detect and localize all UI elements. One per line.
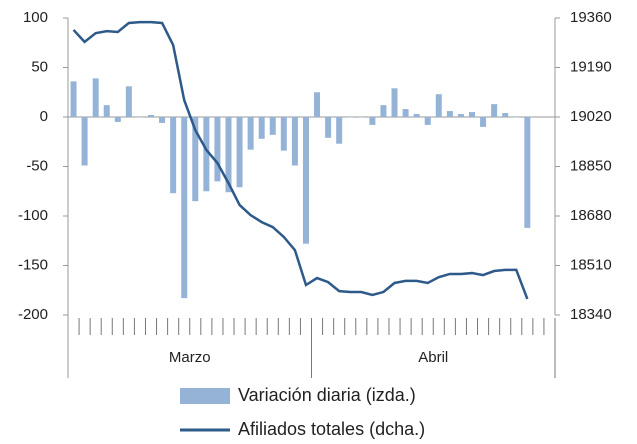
y-tick-label: -100 [18,207,48,224]
y-tick-label: 100 [23,9,48,26]
bar [258,117,265,139]
bar [325,117,332,138]
bar [136,117,143,118]
bar [358,117,365,118]
bar [170,117,177,194]
bar [181,117,188,299]
bar [413,114,420,117]
y2-tick-label: 18510 [570,256,612,273]
group-label: Marzo [169,349,211,366]
bar [480,117,487,127]
bar [391,88,398,117]
bar [280,117,287,151]
bar [148,115,155,117]
y2-tick-label: 18680 [570,207,612,224]
line [72,20,529,300]
bar [302,117,309,244]
group-label: Abril [418,349,448,366]
bar [203,117,210,192]
legend-label: Variación diaria (izda.) [238,385,416,405]
bar [225,117,232,193]
y2-tick-label: 19020 [570,108,612,125]
y-tick-label: 50 [31,58,48,75]
bar [336,117,343,144]
y2-tick-label: 18850 [570,157,612,174]
bar [402,109,409,117]
bar [502,113,509,117]
bar [214,117,221,182]
bar [114,117,121,122]
bar [524,117,531,228]
y2-tick-label: 18340 [570,306,612,323]
bar [491,104,498,117]
bar [247,117,254,150]
bar [380,105,387,117]
bar [103,105,110,117]
bar [291,117,298,166]
bar [269,117,276,135]
bar [468,112,475,117]
bar [424,117,431,125]
bar [369,117,376,125]
bar [159,117,166,123]
y-tick-label: -150 [18,256,48,273]
bar [347,117,354,118]
bar [92,78,99,117]
y-tick-label: -50 [26,157,48,174]
legend-label: Afiliados totales (dcha.) [238,419,425,439]
bar [125,86,132,117]
y2-tick-label: 19190 [570,58,612,75]
y-tick-label: 0 [40,108,48,125]
bar [513,117,520,118]
y-tick-label: -200 [18,306,48,323]
bar [192,117,199,202]
y2-tick-label: 19360 [570,9,612,26]
bar [457,114,464,117]
legend-swatch [180,388,230,404]
bar [70,81,77,117]
bar [435,94,442,117]
bar [446,111,453,117]
bar [81,117,88,166]
bar [314,92,321,117]
bar [236,117,243,188]
